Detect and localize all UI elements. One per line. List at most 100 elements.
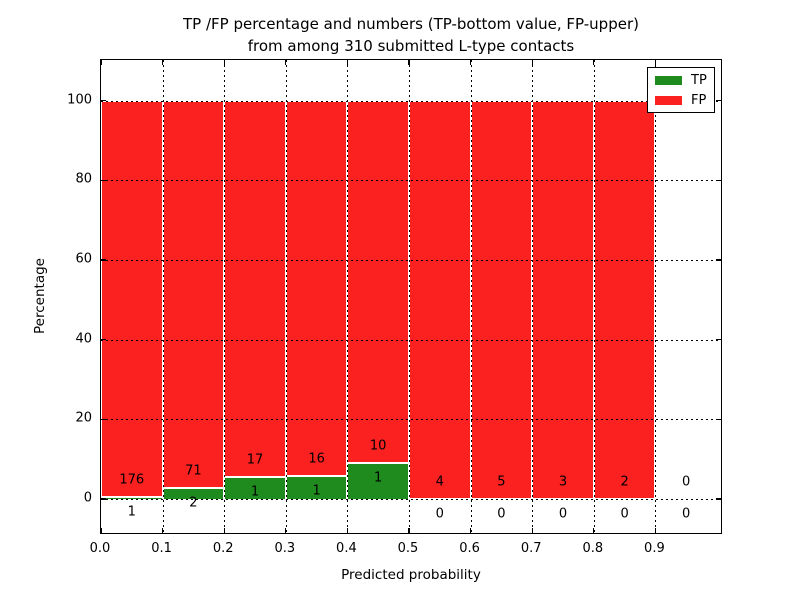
x-tick-label: 0.2 [212, 541, 234, 556]
y-tick-label: 0 [83, 490, 92, 506]
tp-count-label: 0 [682, 506, 691, 522]
bar-tp [347, 462, 409, 499]
gridline-vertical [532, 60, 534, 533]
gridline-horizontal [101, 180, 721, 182]
gridline-vertical [655, 60, 657, 533]
x-tick-top [654, 60, 657, 65]
x-tick-top [161, 60, 164, 65]
bar-fp [409, 100, 471, 499]
fp-count-label: 16 [308, 451, 325, 467]
legend-tp-label: TP [691, 72, 707, 88]
chart-title-line2: from among 310 submitted L-type contacts [247, 37, 575, 55]
bar-fp [101, 100, 163, 497]
x-tick-top [531, 60, 533, 65]
y-tick-right [716, 339, 721, 341]
legend-entry-tp: TP [655, 72, 708, 88]
tp-count-label: 0 [620, 506, 629, 522]
x-axis-label: Predicted probability [341, 567, 481, 583]
y-tick-label: 60 [75, 251, 92, 267]
gridline-vertical [285, 60, 287, 533]
tp-count-label: 1 [127, 504, 136, 520]
tp-count-label: 0 [435, 506, 444, 522]
bar-fp [347, 100, 409, 463]
y-tick-left [101, 179, 106, 182]
x-tick-bottom [654, 528, 657, 533]
y-tick-right [716, 259, 721, 261]
fp-count-label: 0 [682, 474, 691, 490]
y-tick-left [101, 418, 106, 421]
fp-count-label: 17 [246, 452, 264, 468]
legend-entry-fp: FP [655, 92, 708, 108]
legend-fp-label: FP [691, 92, 707, 108]
y-tick-label: 20 [75, 410, 92, 426]
y-tick-left [101, 339, 106, 341]
x-tick-bottom [408, 528, 410, 533]
gridline-vertical [593, 60, 595, 533]
chart-title: TP /FP percentage and numbers (TP-bottom… [100, 13, 722, 57]
y-tick-left [101, 100, 106, 102]
gridline-horizontal [101, 419, 721, 421]
y-tick-label: 40 [75, 331, 92, 347]
x-tick-label: 0.8 [582, 541, 604, 556]
x-tick-bottom [100, 528, 102, 533]
x-tick-label: 0.0 [89, 541, 111, 556]
x-tick-top [593, 60, 595, 65]
bar-fp [224, 100, 286, 477]
x-tick-top [469, 60, 472, 65]
y-tick-right [716, 100, 721, 102]
y-tick-label: 100 [67, 92, 92, 108]
y-tick-right [716, 179, 721, 182]
bar-fp [470, 100, 533, 499]
x-tick-bottom [531, 528, 533, 533]
tp-count-label: 1 [250, 484, 260, 500]
bar-fp [532, 100, 594, 499]
y-tick-right [716, 498, 721, 500]
x-tick-top [408, 60, 410, 65]
x-tick-label: 0.5 [397, 541, 419, 556]
x-tick-bottom [346, 528, 349, 533]
legend: TP FP [647, 67, 715, 113]
y-tick-left [101, 498, 106, 500]
x-tick-top [346, 60, 349, 65]
fp-count-label: 5 [497, 474, 506, 490]
fp-count-label: 71 [185, 463, 202, 479]
chart-title-line1: TP /FP percentage and numbers (TP-bottom… [183, 15, 639, 33]
x-tick-label: 0.6 [459, 541, 480, 556]
legend-fp-swatch [655, 95, 682, 105]
y-axis-label: Percentage [32, 258, 48, 334]
gridline-vertical [470, 60, 472, 533]
x-tick-bottom [161, 528, 164, 533]
bar-fp [162, 100, 225, 489]
x-tick-label: 0.4 [336, 541, 357, 556]
gridline-horizontal [101, 499, 721, 500]
gridline-horizontal [101, 339, 721, 341]
x-tick-bottom [285, 528, 287, 533]
gridline-vertical [224, 60, 226, 533]
y-tick-right [716, 418, 721, 421]
fp-count-label: 2 [620, 474, 629, 490]
tp-count-label: 2 [189, 495, 198, 511]
tp-count-label: 0 [497, 506, 506, 522]
x-tick-top [285, 60, 287, 65]
x-tick-label: 0.7 [520, 541, 542, 556]
fp-count-label: 4 [435, 474, 444, 490]
bar-fp [285, 100, 348, 476]
gridline-horizontal [101, 260, 721, 262]
bar-fp [593, 100, 656, 499]
gridline-horizontal [101, 100, 721, 102]
x-tick-top [100, 60, 102, 65]
x-tick-label: 0.1 [151, 541, 172, 556]
plot-area: 176 1 71 2 17 1 16 1 10 1 4 0 5 0 3 0 2 0 0 0 [100, 59, 722, 534]
x-tick-label: 0.3 [274, 541, 296, 556]
fp-count-label: 3 [558, 474, 568, 490]
fp-count-label: 10 [369, 438, 387, 454]
x-tick-label: 0.9 [644, 541, 665, 556]
tp-count-label: 0 [558, 506, 568, 522]
fp-count-label: 176 [119, 472, 145, 488]
x-tick-top [223, 60, 225, 65]
x-tick-bottom [469, 528, 472, 533]
gridline-vertical [347, 60, 349, 533]
y-tick-label: 80 [75, 171, 92, 187]
tp-count-label: 1 [312, 483, 321, 499]
